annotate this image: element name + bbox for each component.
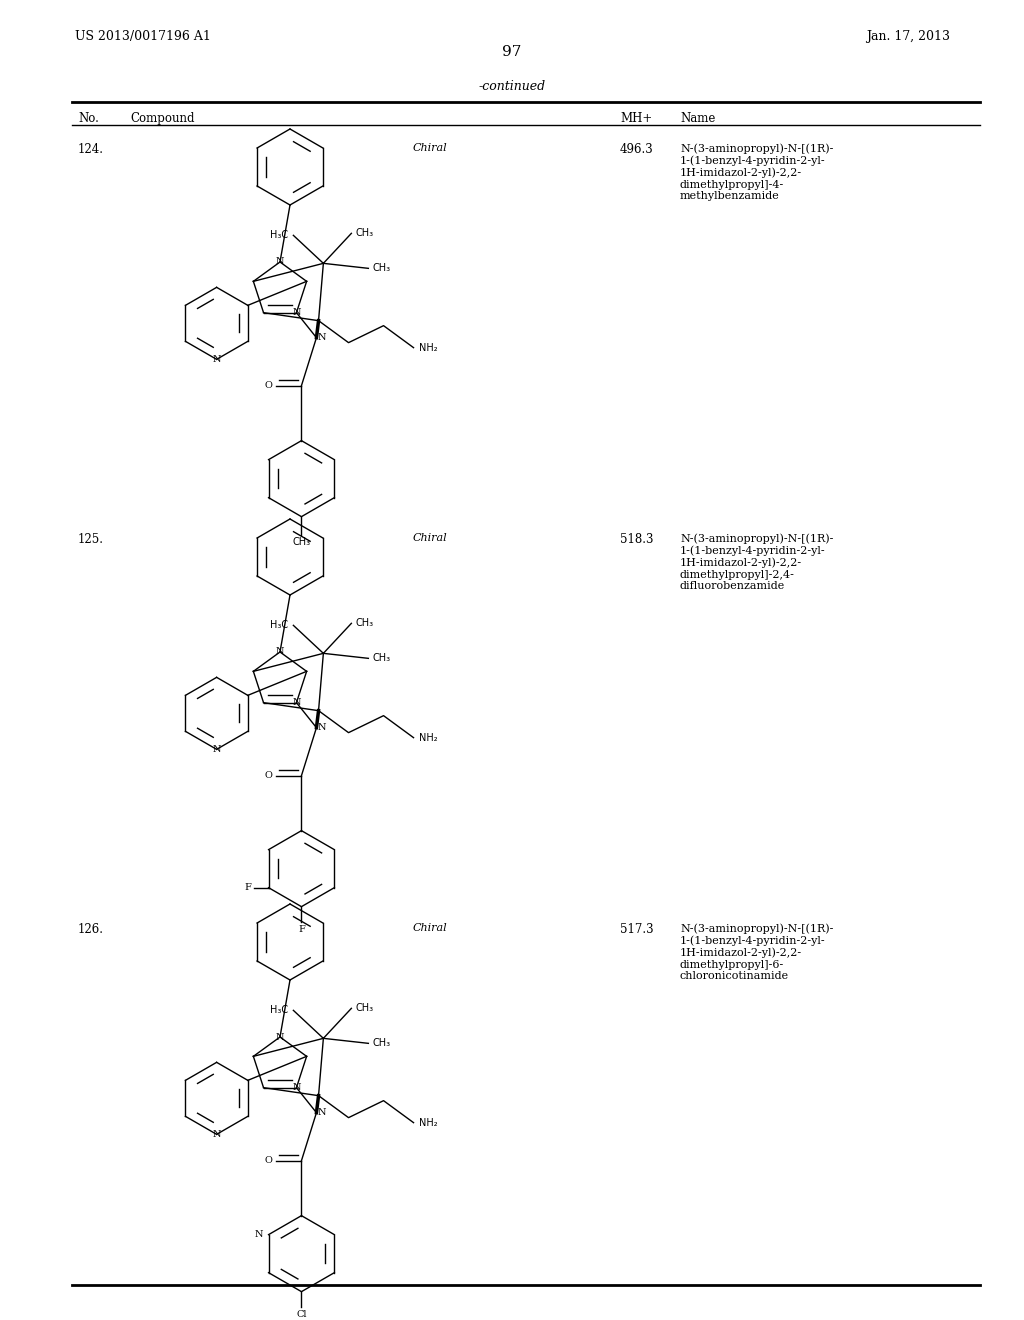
Text: CH₃: CH₃	[373, 653, 390, 664]
Text: US 2013/0017196 A1: US 2013/0017196 A1	[75, 30, 211, 44]
Text: Jan. 17, 2013: Jan. 17, 2013	[866, 30, 950, 44]
Text: CH₃: CH₃	[373, 264, 390, 273]
Text: N: N	[292, 308, 301, 317]
Text: Chiral: Chiral	[413, 143, 447, 153]
Text: 518.3: 518.3	[620, 533, 653, 546]
Text: 496.3: 496.3	[620, 143, 653, 156]
Text: CH₃: CH₃	[373, 1039, 390, 1048]
Text: 126.: 126.	[78, 923, 104, 936]
Text: O: O	[264, 771, 272, 780]
Text: NH₂: NH₂	[419, 733, 437, 743]
Text: F: F	[245, 883, 252, 892]
Text: O: O	[264, 381, 272, 391]
Text: H₃C: H₃C	[270, 620, 289, 631]
Text: N: N	[275, 1032, 285, 1041]
Text: Chiral: Chiral	[413, 923, 447, 933]
Text: MH+: MH+	[620, 112, 652, 125]
Text: N: N	[317, 333, 326, 342]
Text: -continued: -continued	[478, 81, 546, 92]
Text: N: N	[275, 257, 285, 267]
Text: N: N	[317, 1109, 326, 1117]
Text: NH₂: NH₂	[419, 343, 437, 352]
Text: No.: No.	[78, 112, 99, 125]
Text: Cl: Cl	[296, 1309, 307, 1319]
Text: N-(3-aminopropyl)-N-[(1R)-
1-(1-benzyl-4-pyridin-2-yl-
1H-imidazol-2-yl)-2,2-
di: N-(3-aminopropyl)-N-[(1R)- 1-(1-benzyl-4…	[680, 533, 834, 591]
Text: N: N	[275, 648, 285, 656]
Text: Compound: Compound	[130, 112, 195, 125]
Text: O: O	[264, 1156, 272, 1166]
Text: NH₂: NH₂	[419, 1118, 437, 1127]
Text: CH₃: CH₃	[355, 1003, 374, 1014]
Text: CH₃: CH₃	[355, 618, 374, 628]
Text: N: N	[292, 1084, 301, 1092]
Text: H₃C: H₃C	[270, 1006, 289, 1015]
Text: 97: 97	[503, 45, 521, 59]
Text: H₃C: H₃C	[270, 231, 289, 240]
Text: N: N	[317, 723, 326, 733]
Text: CH₃: CH₃	[355, 228, 374, 239]
Text: N: N	[212, 744, 221, 754]
Text: 517.3: 517.3	[620, 923, 653, 936]
Text: N: N	[255, 1230, 263, 1239]
Text: N: N	[212, 1130, 221, 1139]
Text: N-(3-aminopropyl)-N-[(1R)-
1-(1-benzyl-4-pyridin-2-yl-
1H-imidazol-2-yl)-2,2-
di: N-(3-aminopropyl)-N-[(1R)- 1-(1-benzyl-4…	[680, 143, 834, 202]
Text: N: N	[212, 355, 221, 364]
Text: 124.: 124.	[78, 143, 104, 156]
Text: Chiral: Chiral	[413, 533, 447, 543]
Text: 125.: 125.	[78, 533, 104, 546]
Text: N-(3-aminopropyl)-N-[(1R)-
1-(1-benzyl-4-pyridin-2-yl-
1H-imidazol-2-yl)-2,2-
di: N-(3-aminopropyl)-N-[(1R)- 1-(1-benzyl-4…	[680, 923, 834, 981]
Text: Name: Name	[680, 112, 716, 125]
Text: CH₃: CH₃	[293, 537, 310, 546]
Text: F: F	[298, 924, 305, 933]
Text: N: N	[292, 698, 301, 708]
